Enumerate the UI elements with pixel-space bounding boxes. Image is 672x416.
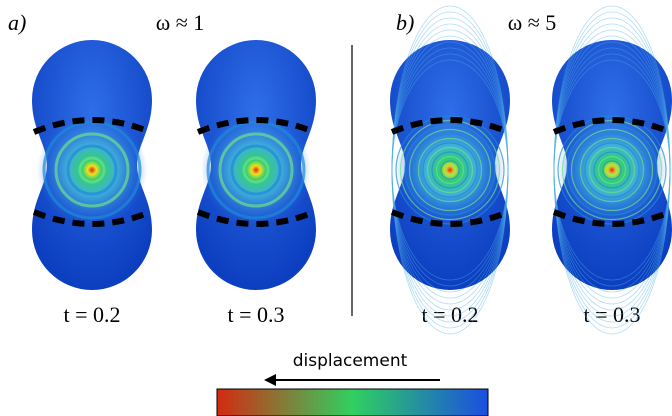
time-label: t = 0.2 <box>63 302 120 327</box>
panel-label: a) <box>8 10 26 35</box>
time-label: t = 0.2 <box>421 302 478 327</box>
omega-label: ω ≈ 1 <box>156 10 205 35</box>
panel-label: b) <box>396 10 414 35</box>
time-label: t = 0.3 <box>583 302 640 327</box>
colorbar <box>217 389 488 416</box>
figure: a) ω ≈ 1 b) ω ≈ 5 t = 0.2 t = 0.3 t = 0.… <box>0 0 672 416</box>
omega-label: ω ≈ 5 <box>508 10 557 35</box>
wave-field <box>37 115 147 225</box>
time-label: t = 0.3 <box>227 302 284 327</box>
arrow-head <box>264 374 276 386</box>
colorbar-label: displacement <box>293 351 408 371</box>
wave-field <box>201 115 311 225</box>
